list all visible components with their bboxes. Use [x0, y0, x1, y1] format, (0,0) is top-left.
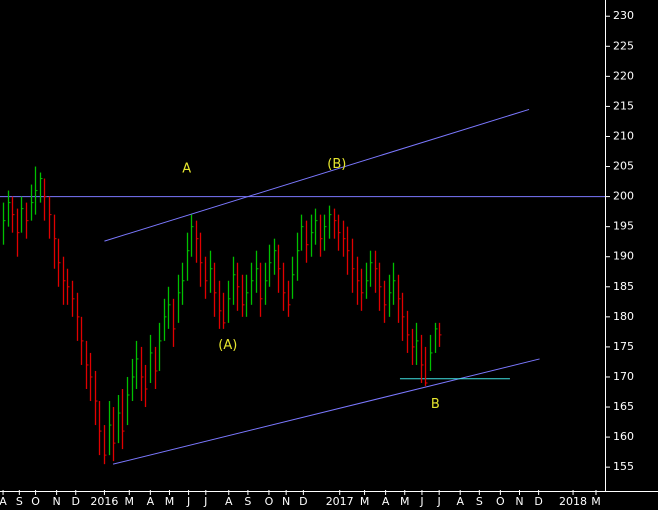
trend-line [104, 108, 530, 242]
y-tick-label: 190 [613, 250, 634, 263]
wave-label: B [431, 397, 440, 412]
x-tick-label: A [382, 495, 390, 508]
x-tick-label: S [476, 495, 483, 508]
y-tick-label: 210 [613, 129, 634, 142]
x-tick-label: D [72, 495, 80, 508]
wave-label: (A) [218, 338, 237, 353]
x-tick-label: N [282, 495, 290, 508]
y-tick-label: 175 [613, 340, 634, 353]
x-tick-label: A [456, 495, 464, 508]
x-tick-label: D [534, 495, 542, 508]
x-tick-label: 2018 [559, 495, 587, 508]
wave-label: (B) [327, 157, 346, 172]
y-tick-label: 230 [613, 9, 634, 22]
x-tick-label: J [419, 495, 423, 508]
x-tick-label: A [0, 495, 7, 508]
x-tick-label: O [31, 495, 40, 508]
y-tick-label: 195 [613, 220, 634, 233]
x-tick-label: M [165, 495, 175, 508]
y-tick-label: 200 [613, 190, 634, 203]
x-tick-label: D [299, 495, 307, 508]
x-tick-label: 2016 [90, 495, 118, 508]
x-tick-label: M [360, 495, 370, 508]
x-tick-label: M [400, 495, 410, 508]
x-tick-label: J [203, 495, 207, 508]
x-tick-label: N [52, 495, 60, 508]
x-tick-label: S [16, 495, 23, 508]
x-tick-label: M [591, 495, 601, 508]
x-tick-label: O [265, 495, 274, 508]
x-tick-label: J [437, 495, 441, 508]
x-tick-label: A [225, 495, 233, 508]
x-tick-label: 2017 [326, 495, 354, 508]
y-tick-label: 225 [613, 39, 634, 52]
y-tick-label: 185 [613, 280, 634, 293]
trend-line [112, 358, 540, 465]
x-tick-label: S [244, 495, 251, 508]
y-tick-label: 215 [613, 99, 634, 112]
x-tick-label: N [515, 495, 523, 508]
y-tick-label: 165 [613, 400, 634, 413]
y-tick-label: 220 [613, 69, 634, 82]
y-tick-label: 180 [613, 310, 634, 323]
x-tick-label: M [125, 495, 135, 508]
y-tick-label: 155 [613, 460, 634, 473]
y-tick-label: 170 [613, 370, 634, 383]
y-tick-label: 205 [613, 160, 634, 173]
x-tick-label: A [147, 495, 155, 508]
wave-label: A [182, 161, 191, 176]
y-tick-label: 160 [613, 430, 634, 443]
x-tick-label: O [496, 495, 505, 508]
x-tick-label: J [186, 495, 190, 508]
